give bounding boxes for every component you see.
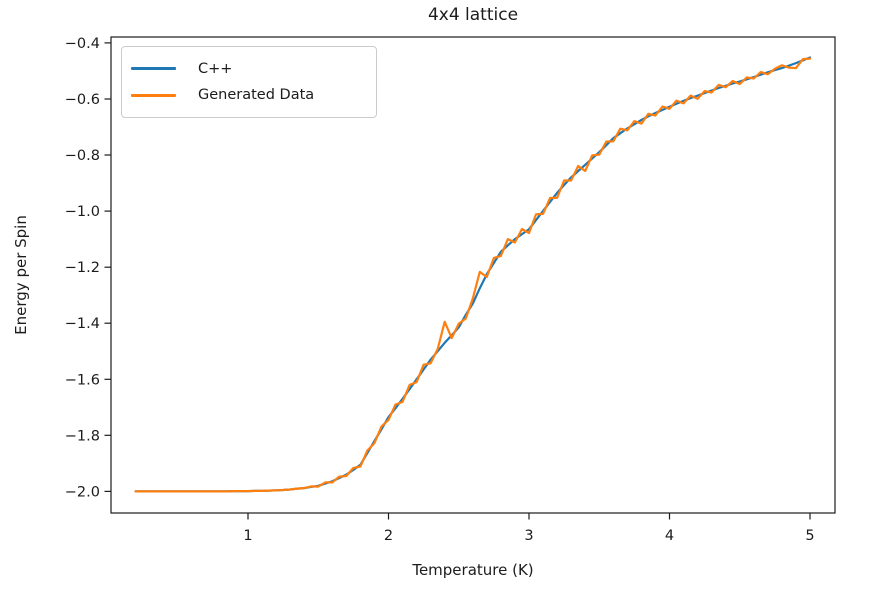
y-tick-label: −0.6: [65, 92, 100, 108]
legend-entry-generated-data: Generated Data: [122, 87, 376, 103]
legend-entry-cpp: C++: [122, 61, 376, 77]
legend-label-cpp: C++: [198, 60, 233, 77]
x-tick-label: 2: [384, 528, 393, 544]
x-tick-label: 3: [524, 528, 533, 544]
y-tick-label: −1.4: [65, 316, 100, 332]
legend: C++ Generated Data: [121, 46, 377, 118]
legend-line-sample-generated-data: [131, 93, 176, 97]
series-line-c: [134, 56, 812, 493]
legend-label-generated-data: Generated Data: [198, 87, 315, 104]
y-tick-label: −1.2: [65, 260, 100, 276]
y-tick-label: −0.8: [65, 148, 100, 164]
y-tick-label: −1.8: [65, 428, 100, 444]
axes-frame: [110, 36, 836, 514]
y-tick-label: −0.4: [65, 36, 100, 52]
y-tick-label: −1.0: [65, 204, 100, 220]
legend-line-sample-cpp: [131, 67, 176, 71]
y-tick-label: −2.0: [65, 484, 100, 500]
x-tick-label: 1: [243, 528, 252, 544]
y-tick-label: −1.6: [65, 372, 100, 388]
x-axis-label: Temperature (K): [412, 561, 534, 579]
x-tick-label: 4: [665, 528, 674, 544]
chart-title: 4x4 lattice: [427, 5, 519, 25]
series-line-generated-data: [134, 57, 812, 493]
x-tick-label: 5: [805, 528, 814, 544]
y-axis-label: Energy per Spin: [12, 215, 30, 335]
